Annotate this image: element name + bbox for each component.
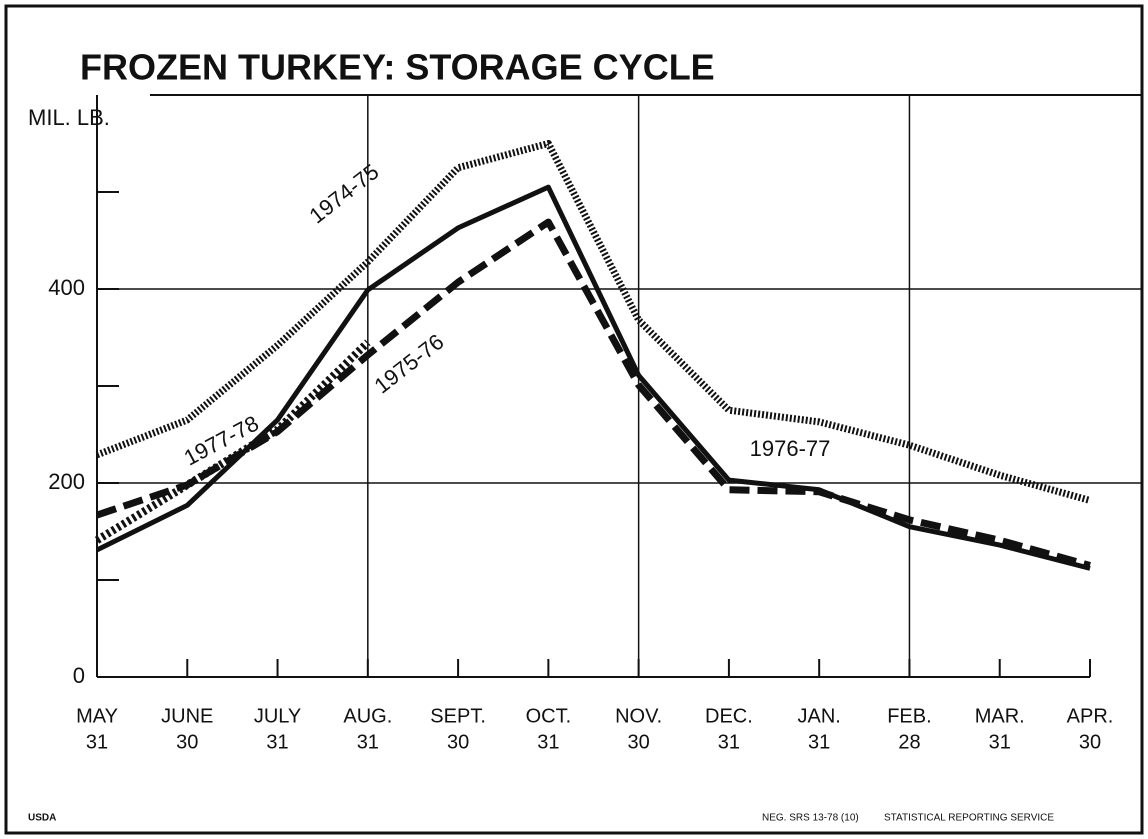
x-tick-label: 31 [989, 731, 1011, 753]
x-tick-label: APR. [1067, 705, 1114, 727]
x-tick-label: 30 [1079, 731, 1101, 753]
y-tick-label: 0 [73, 663, 85, 688]
x-tick-label: 31 [537, 731, 559, 753]
x-tick-label: FEB. [887, 705, 931, 727]
x-tick-label: 30 [447, 731, 469, 753]
x-tick-label: 31 [357, 731, 379, 753]
series-label: 1974-75 [304, 159, 383, 228]
x-tick-label: 31 [808, 731, 830, 753]
x-tick-label: MAY [76, 705, 118, 727]
x-tick-label: 30 [628, 731, 650, 753]
outer-frame [4, 4, 1144, 835]
footer-left: USDA [28, 813, 56, 824]
series-line [95, 218, 1091, 569]
series-label: 1976-77 [750, 436, 831, 461]
x-tick-label: NOV. [615, 705, 662, 727]
x-tick-label: JULY [254, 705, 301, 727]
x-tick-label: 28 [898, 731, 920, 753]
x-tick-label: MAR. [975, 705, 1025, 727]
x-tick-label: JUNE [161, 705, 213, 727]
chart-title: FROZEN TURKEY: STORAGE CYCLE [80, 47, 715, 88]
x-tick-label: JAN. [798, 705, 841, 727]
series-line [94, 339, 371, 544]
x-tick-label: 30 [176, 731, 198, 753]
y-tick-label: 200 [48, 469, 85, 494]
x-tick-label: AUG. [343, 705, 392, 727]
x-tick-label: 31 [86, 731, 108, 753]
x-tick-label: 31 [718, 731, 740, 753]
x-tick-label: SEPT. [430, 705, 486, 727]
x-tick-label: DEC. [705, 705, 753, 727]
footer-middle: NEG. SRS 13-78 (10) [762, 813, 859, 824]
y-tick-label: 400 [48, 275, 85, 300]
footer-right: STATISTICAL REPORTING SERVICE [884, 813, 1054, 824]
series-label: 1975-76 [369, 329, 448, 398]
x-tick-label: 31 [266, 731, 288, 753]
x-tick-label: OCT. [526, 705, 572, 727]
series-line [95, 184, 1091, 571]
